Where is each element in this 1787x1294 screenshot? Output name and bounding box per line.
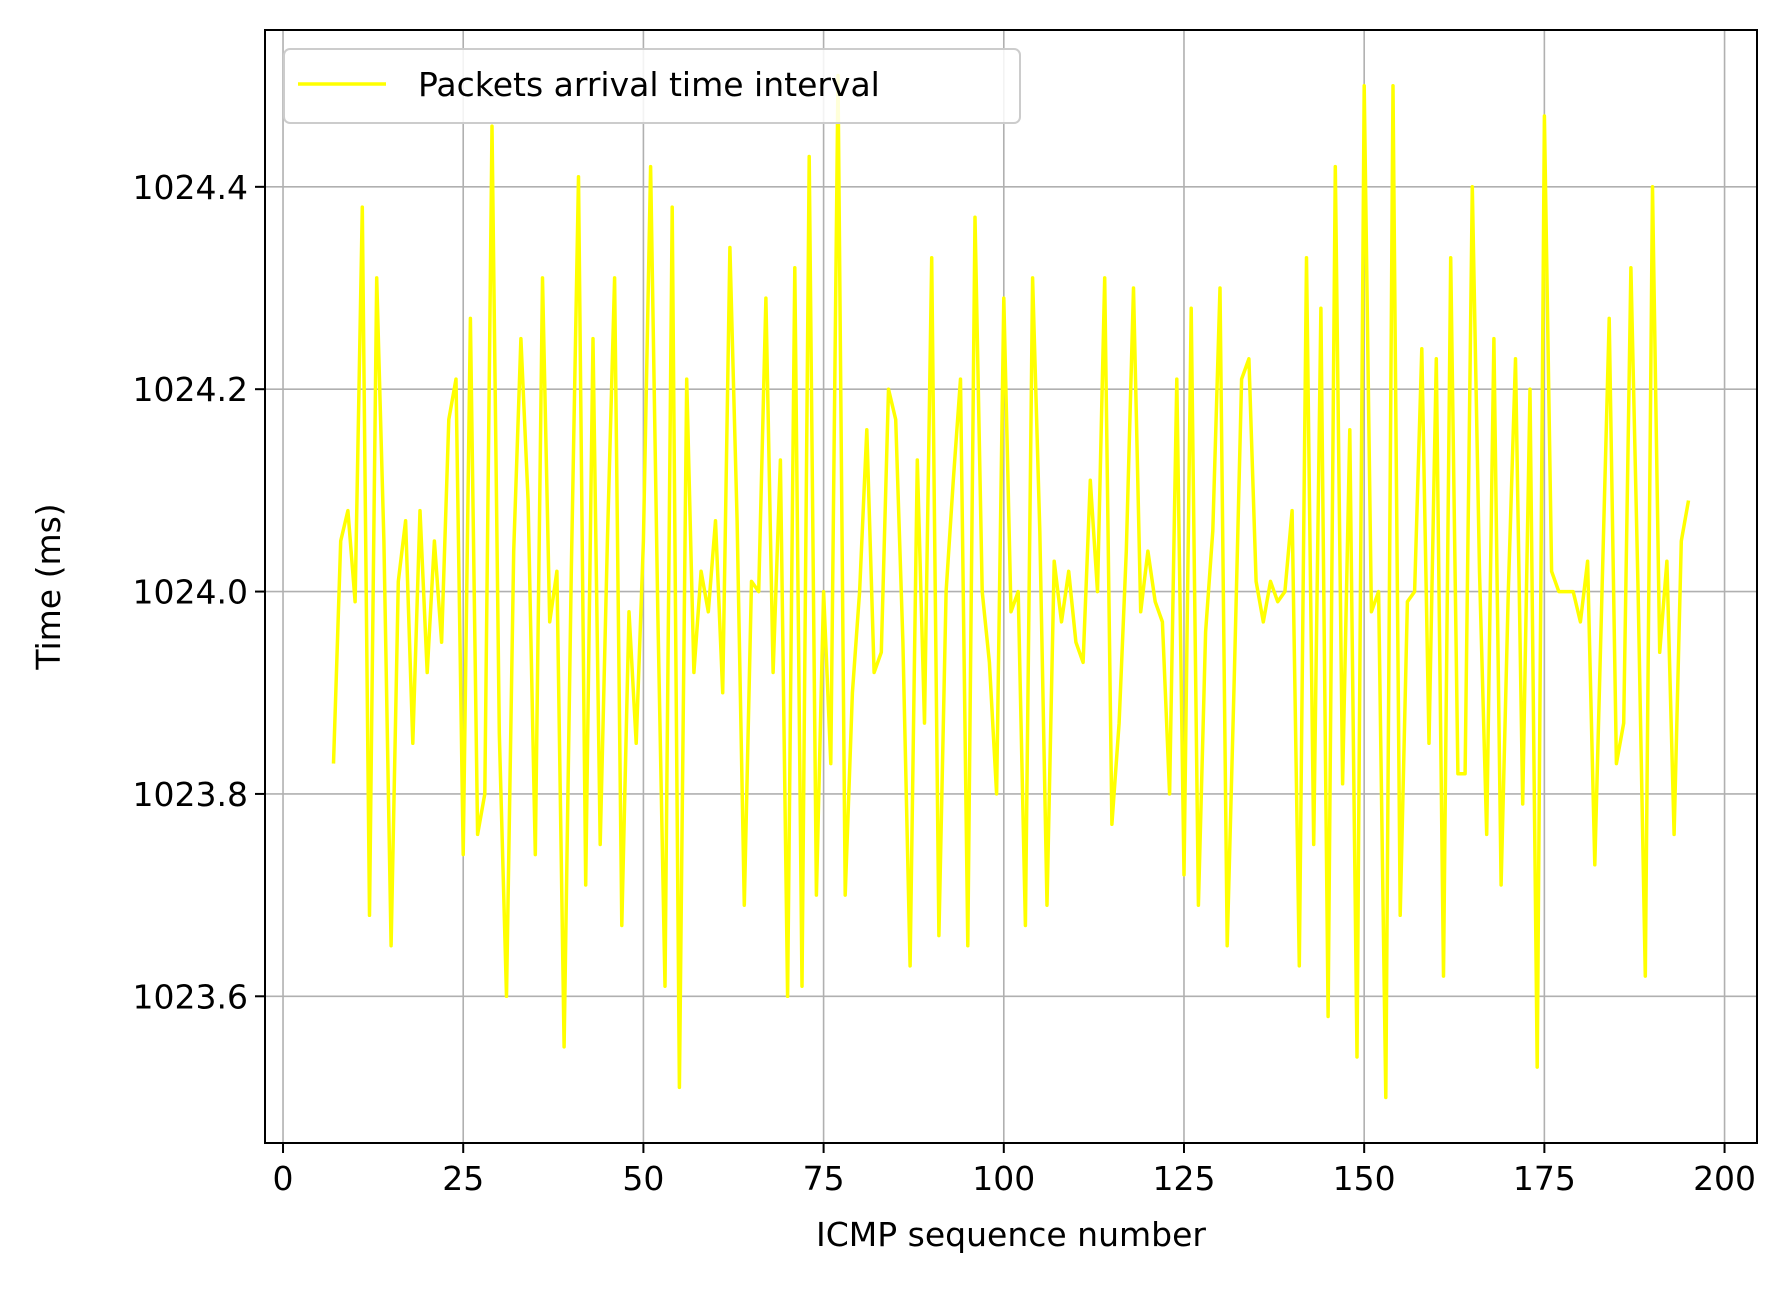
x-tick-label: 200 [1693, 1159, 1756, 1198]
legend: Packets arrival time interval [283, 48, 1021, 124]
series-layer [331, 73, 1691, 1100]
y-tick-label: 1024.4 [133, 168, 248, 207]
x-axis-label: ICMP sequence number [816, 1215, 1206, 1254]
x-tick-label: 0 [273, 1159, 294, 1198]
x-tick-label: 175 [1513, 1159, 1576, 1198]
y-tick-label: 1024.0 [133, 573, 248, 612]
y-tick-label: 1023.6 [133, 977, 248, 1016]
y-axis-ticks: 1023.6 1023.8 1024.0 1024.2 1024.4 [133, 168, 265, 1016]
x-tick-label: 50 [622, 1159, 664, 1198]
legend-box [283, 48, 1021, 124]
x-tick-label: 150 [1333, 1159, 1396, 1198]
x-tick-label: 125 [1152, 1159, 1215, 1198]
x-axis-ticks: 0 25 50 75 100 125 150 175 200 [273, 1143, 1756, 1198]
y-axis-label: Time (ms) [29, 503, 68, 670]
y-tick-label: 1023.8 [133, 775, 248, 814]
series-line [331, 73, 1691, 1100]
plot-frame [264, 29, 1758, 1144]
x-tick-label: 100 [972, 1159, 1035, 1198]
x-tick-label: 25 [442, 1159, 484, 1198]
y-tick-label: 1024.2 [133, 370, 248, 409]
legend-entry-label: Packets arrival time interval [418, 65, 880, 104]
x-tick-label: 75 [803, 1159, 845, 1198]
